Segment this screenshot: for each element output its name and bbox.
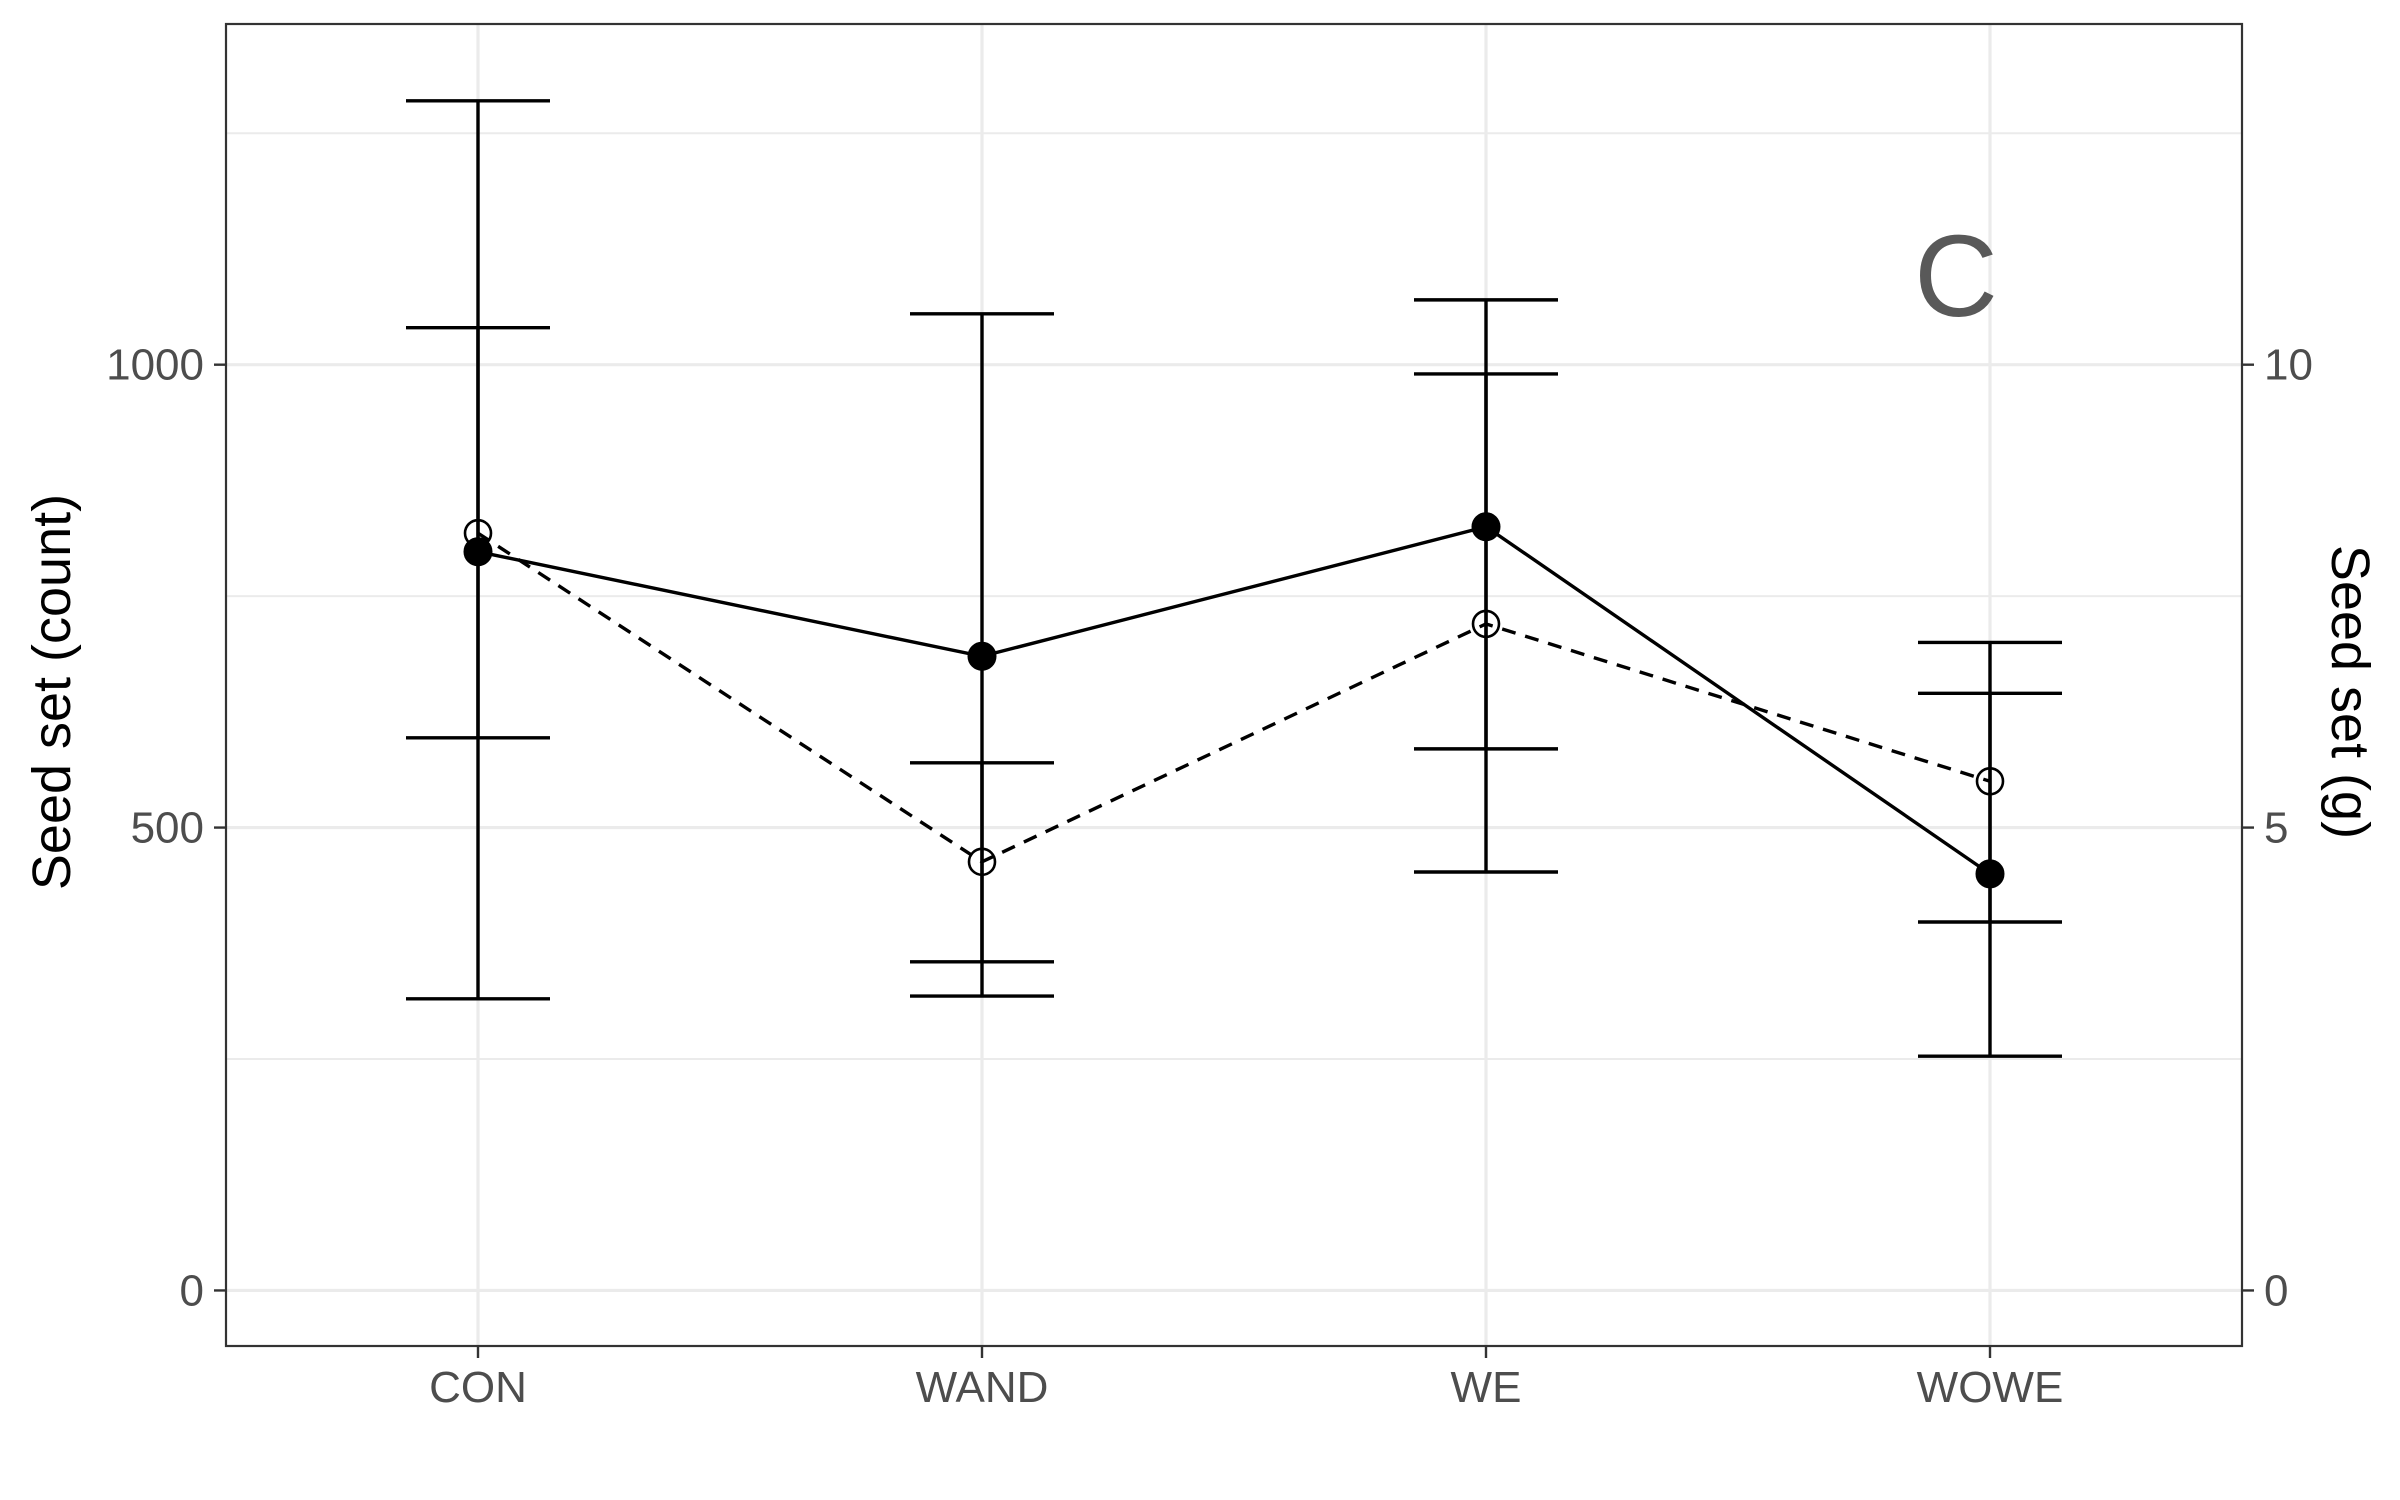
data-point-open	[1975, 766, 2005, 796]
y-tick-label: 1000	[106, 341, 204, 390]
y2-axis-title: Seed set (g)	[2320, 545, 2380, 839]
series-line-left	[477, 524, 1991, 876]
data-point-filled	[1975, 859, 2005, 889]
series-lines	[477, 524, 1991, 876]
x-tick-label: WAND	[916, 1363, 1049, 1412]
data-point-open	[463, 518, 493, 548]
data-point-filled	[967, 641, 997, 671]
y2-tick-label: 0	[2264, 1266, 2288, 1315]
x-tick-label: CON	[429, 1363, 527, 1412]
y-tick-label: 500	[131, 804, 204, 853]
x-tick-label: WOWE	[1917, 1363, 2064, 1412]
panel-label: C	[1914, 211, 1998, 341]
series-line-right	[477, 531, 1991, 864]
data-point-filled	[1471, 512, 1501, 542]
data-point-open	[967, 847, 997, 877]
data-point-open	[1471, 609, 1501, 639]
error-bars	[406, 99, 2062, 1058]
x-tick-label: WE	[1451, 1363, 1522, 1412]
y2-tick-label: 5	[2264, 804, 2288, 853]
y-tick-label: 0	[180, 1266, 204, 1315]
axis-ticks: 0 500 1000 0 5 10 CON WAND WE WOWE	[106, 341, 2313, 1412]
data-points	[463, 512, 2005, 889]
y2-tick-label: 10	[2264, 341, 2313, 390]
panel-border	[224, 22, 2244, 1348]
y-axis-title: Seed set (count)	[22, 494, 82, 890]
